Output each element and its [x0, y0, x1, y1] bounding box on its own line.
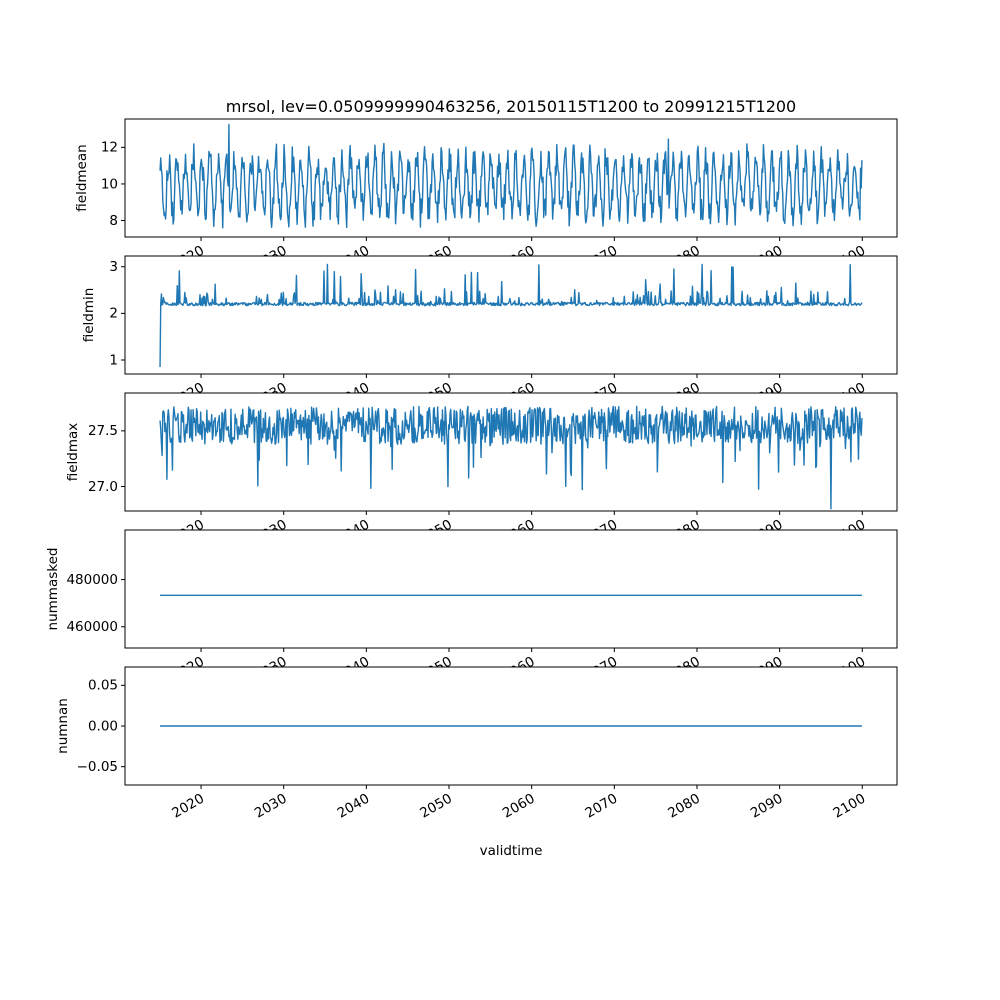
x-tick-label: 2040: [335, 791, 373, 822]
y-tick-label: 10: [101, 176, 118, 192]
y-axis-label-fieldmax: fieldmax: [65, 423, 81, 482]
axes-root: 8101220202030204020502060207020802090210…: [45, 118, 898, 822]
axes-border-fieldmean: [124, 118, 898, 238]
x-tick-label: 2060: [500, 791, 538, 822]
x-tick-label: 2070: [583, 791, 621, 822]
subplot-numnan: −0.05 0.00 0.05 2020 2030 2040 2050 2060 2070 208…: [55, 666, 898, 822]
y-tick-label: 0.00: [88, 718, 118, 734]
series-line-fieldmax: [159, 405, 863, 510]
y-tick-label: 460000: [66, 619, 118, 635]
y-tick-label: 12: [101, 140, 118, 156]
x-tick-label: 2050: [417, 791, 455, 822]
series-line-fieldmean: [159, 123, 863, 229]
x-tick-label: 2020: [169, 791, 207, 822]
x-tick-label: 2090: [748, 791, 786, 822]
axes-border-nummasked: [124, 529, 898, 649]
subplot-fieldmax: 27.027.520202030204020502060207020802090…: [65, 392, 898, 548]
axes-border-fieldmax: [124, 392, 898, 512]
x-axis-label: validtime: [480, 843, 543, 859]
y-tick-label: 480000: [66, 572, 118, 588]
y-tick-label: 0.05: [88, 678, 118, 694]
axes-border-fieldmin: [124, 255, 898, 375]
x-tick-label: 2100: [831, 791, 869, 822]
y-tick-label: 1: [109, 352, 118, 368]
series-line-fieldmin: [159, 263, 863, 368]
y-tick-label: 3: [109, 259, 118, 275]
y-axis-label-fieldmean: fieldmean: [74, 144, 90, 211]
x-tick-label: 2030: [252, 791, 290, 822]
subplot-fieldmin: 123202020302040205020602070208020902100f…: [81, 255, 898, 411]
subplot-fieldmean: 8101220202030204020502060207020802090210…: [74, 118, 898, 274]
y-axis-label-numnan: numnan: [55, 698, 71, 754]
y-axis-label-nummasked: nummasked: [45, 548, 61, 631]
subplot-nummasked: 4600004800002020203020402050206020702080…: [45, 529, 898, 685]
y-tick-label: 27.0: [88, 479, 118, 495]
y-tick-label: −0.05: [77, 759, 118, 775]
x-tick-label: 2080: [665, 791, 703, 822]
y-axis-label-fieldmin: fieldmin: [81, 288, 97, 343]
plot-area-fieldmin: [125, 256, 897, 374]
y-tick-label: 2: [109, 306, 118, 322]
plot-area-nummasked: [125, 530, 897, 648]
y-tick-label: 27.5: [88, 423, 118, 439]
y-tick-label: 8: [109, 213, 118, 229]
figure-title: mrsol, lev=0.0509999990463256, 20150115T…: [226, 97, 796, 116]
